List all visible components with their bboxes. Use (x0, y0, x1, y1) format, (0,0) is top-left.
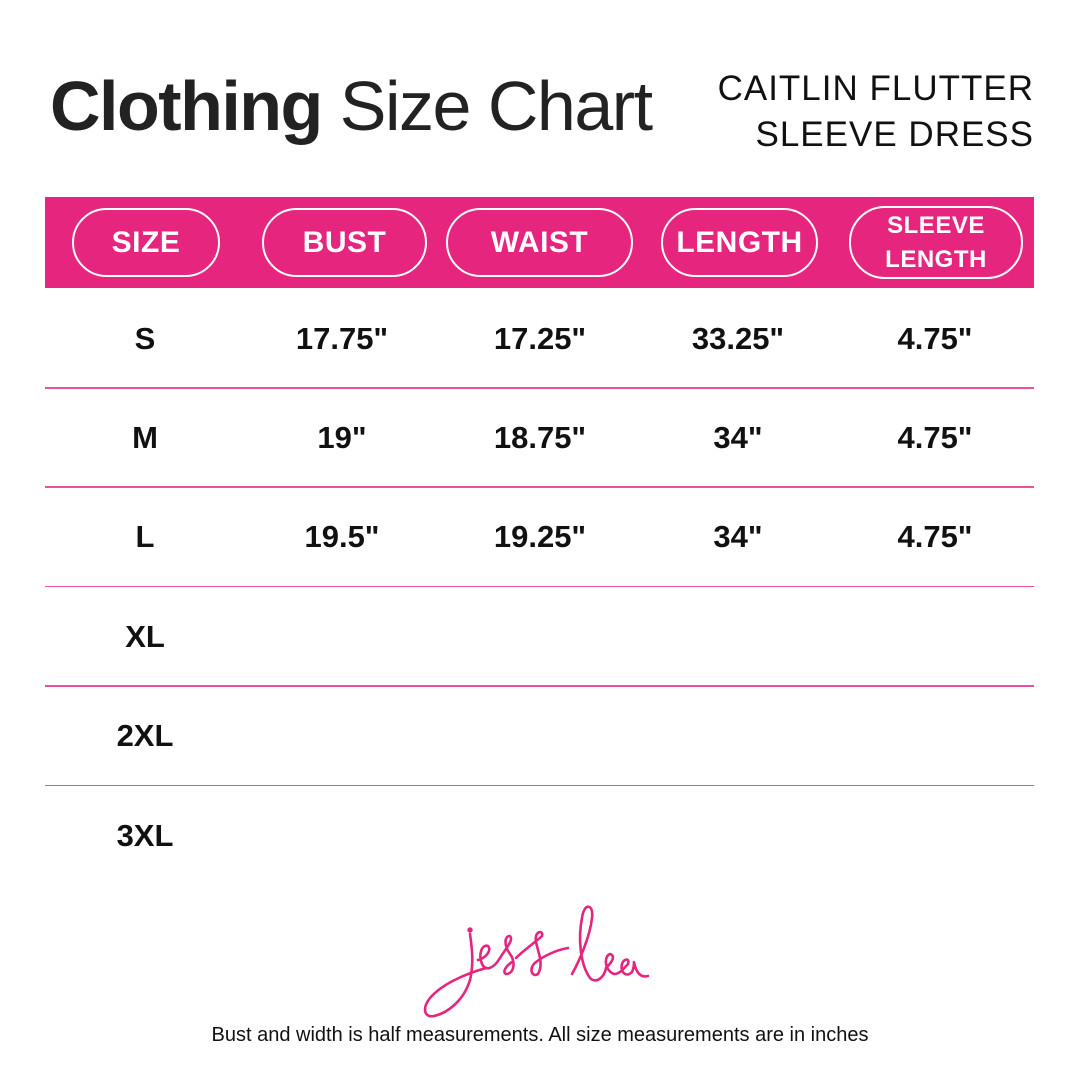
row-divider (45, 685, 1034, 687)
product-name: CAITLIN FLUTTER SLEEVE DRESS (718, 66, 1034, 158)
cell-bust (247, 587, 437, 686)
product-name-line1: CAITLIN FLUTTER (717, 69, 1034, 108)
cell-length: 34" (713, 519, 763, 555)
table-row: 3XL (45, 786, 1034, 885)
title-light: Size Chart (339, 67, 653, 145)
table-header: SIZE BUST WAIST LENGTH SLEEVE LENGTH (45, 197, 1034, 288)
header-waist: WAIST (446, 208, 633, 277)
title-bold: Clothing (50, 67, 323, 145)
cell-sleeve-length (840, 587, 1030, 686)
table-row: XL (45, 587, 1034, 686)
cell-waist (445, 687, 635, 786)
cell-size: S (134, 320, 156, 356)
cell-waist: 19.25" (493, 519, 587, 555)
header-sleeve-length: SLEEVE LENGTH (849, 206, 1023, 279)
cell-sleeve-length: 4.75" (897, 519, 973, 555)
cell-waist (445, 587, 635, 686)
cell-bust (247, 687, 437, 786)
cell-length (643, 687, 833, 786)
cell-size: M (132, 419, 158, 455)
cell-length (643, 587, 833, 686)
cell-length: 33.25" (691, 320, 785, 356)
cell-bust (247, 786, 437, 885)
table-row: 2XL (45, 687, 1034, 786)
header-length: LENGTH (661, 208, 818, 277)
table-row: L 19.5" 19.25" 34" 4.75" (45, 488, 1034, 587)
cell-bust: 19.5" (304, 519, 380, 555)
cell-bust: 19" (317, 419, 367, 455)
cell-waist: 17.25" (493, 320, 587, 356)
header-size: SIZE (72, 208, 220, 277)
cell-waist (445, 786, 635, 885)
table-row: S 17.75" 17.25" 33.25" 4.75" (45, 289, 1034, 388)
cell-size: 3XL (116, 817, 174, 853)
header-bust: BUST (262, 208, 427, 277)
footnote: Bust and width is half measurements. All… (211, 1024, 869, 1046)
table-row: M 19" 18.75" 34" 4.75" (45, 388, 1034, 487)
cell-size: 2XL (116, 718, 174, 754)
cell-sleeve-length: 4.75" (897, 320, 973, 356)
jess-lea-logo (423, 905, 650, 1018)
cell-sleeve-length: 4.75" (897, 419, 973, 455)
row-divider (45, 387, 1034, 389)
row-divider (45, 784, 1034, 787)
cell-sleeve-length (840, 786, 1030, 885)
row-divider (45, 585, 1034, 588)
page-title: Clothing Size Chart (50, 66, 653, 146)
cell-length: 34" (713, 419, 763, 455)
cell-sleeve-length (840, 687, 1030, 786)
product-name-line2: SLEEVE DRESS (755, 115, 1034, 154)
cell-size: L (135, 519, 155, 555)
header-sleeve-line2: LENGTH (885, 245, 987, 273)
cell-length (643, 786, 833, 885)
cell-size: XL (125, 618, 165, 654)
row-divider (45, 486, 1034, 488)
cell-bust: 17.75" (295, 320, 389, 356)
header-sleeve-line1: SLEEVE (887, 211, 985, 239)
cell-waist: 18.75" (493, 419, 587, 455)
